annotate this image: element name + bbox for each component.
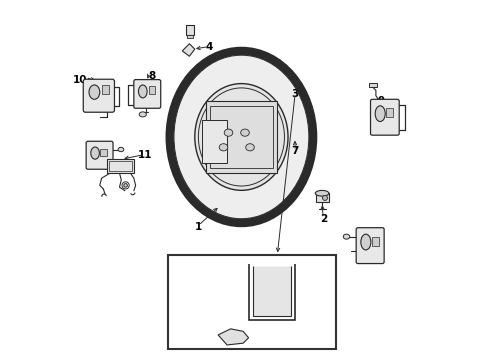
- Text: 4: 4: [205, 42, 213, 52]
- Text: 3: 3: [292, 89, 299, 99]
- Bar: [187, 35, 193, 39]
- Text: 11: 11: [137, 150, 152, 160]
- Ellipse shape: [118, 147, 124, 152]
- Polygon shape: [253, 266, 291, 316]
- Ellipse shape: [139, 85, 147, 98]
- Ellipse shape: [285, 142, 290, 146]
- Ellipse shape: [241, 129, 249, 136]
- Text: 1: 1: [195, 222, 202, 231]
- FancyBboxPatch shape: [134, 80, 161, 108]
- Ellipse shape: [375, 106, 385, 122]
- Ellipse shape: [195, 84, 288, 190]
- Ellipse shape: [170, 51, 313, 223]
- Ellipse shape: [245, 144, 254, 151]
- Bar: [371, 237, 379, 246]
- Bar: [101, 85, 109, 94]
- Bar: [210, 106, 273, 168]
- Bar: [100, 149, 107, 156]
- Ellipse shape: [124, 184, 127, 187]
- Bar: [109, 161, 132, 171]
- FancyBboxPatch shape: [86, 141, 113, 169]
- Ellipse shape: [219, 144, 228, 151]
- Bar: [202, 120, 227, 163]
- Bar: [195, 284, 213, 323]
- Polygon shape: [218, 329, 248, 345]
- Bar: [293, 102, 300, 106]
- FancyBboxPatch shape: [370, 99, 399, 135]
- Ellipse shape: [361, 234, 371, 250]
- Bar: [148, 86, 155, 94]
- Ellipse shape: [322, 195, 327, 201]
- Ellipse shape: [343, 234, 350, 239]
- Bar: [291, 127, 299, 138]
- Text: 9: 9: [378, 96, 385, 106]
- Ellipse shape: [89, 85, 100, 99]
- Text: 10: 10: [73, 75, 87, 85]
- Bar: [107, 159, 134, 173]
- FancyBboxPatch shape: [356, 228, 384, 264]
- FancyBboxPatch shape: [83, 79, 115, 112]
- Ellipse shape: [91, 147, 99, 159]
- Bar: [205, 101, 277, 173]
- Text: 6: 6: [105, 146, 112, 156]
- Bar: [186, 25, 194, 35]
- Polygon shape: [182, 44, 195, 56]
- Ellipse shape: [315, 190, 329, 196]
- Ellipse shape: [139, 112, 147, 117]
- Bar: [316, 193, 329, 202]
- Text: 7: 7: [292, 146, 299, 156]
- Bar: [198, 307, 211, 315]
- Bar: [198, 293, 211, 301]
- Ellipse shape: [224, 129, 233, 136]
- Text: 2: 2: [320, 215, 327, 224]
- Bar: [369, 83, 377, 87]
- Text: 5: 5: [363, 247, 370, 257]
- Text: 8: 8: [148, 71, 155, 81]
- Bar: [168, 255, 337, 348]
- Bar: [386, 108, 393, 117]
